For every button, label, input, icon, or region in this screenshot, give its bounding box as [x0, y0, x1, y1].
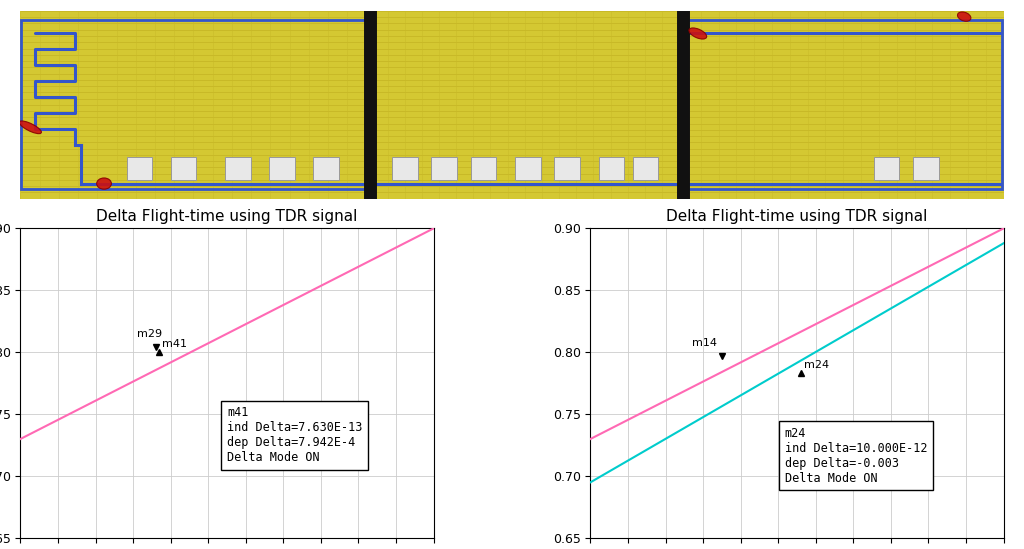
FancyBboxPatch shape — [471, 157, 497, 180]
FancyBboxPatch shape — [913, 157, 939, 180]
FancyBboxPatch shape — [225, 157, 251, 180]
FancyBboxPatch shape — [127, 157, 153, 180]
Text: m41: m41 — [162, 339, 186, 349]
FancyBboxPatch shape — [313, 157, 339, 180]
Title: Delta Flight-time using TDR signal: Delta Flight-time using TDR signal — [96, 210, 357, 225]
FancyBboxPatch shape — [371, 11, 679, 199]
Text: m14: m14 — [692, 338, 717, 348]
FancyBboxPatch shape — [431, 157, 457, 180]
Text: m24: m24 — [804, 360, 828, 371]
FancyBboxPatch shape — [554, 157, 580, 180]
Text: m41
ind Delta=7.630E-13
dep Delta=7.942E-4
Delta Mode ON: m41 ind Delta=7.630E-13 dep Delta=7.942E… — [227, 406, 362, 464]
FancyBboxPatch shape — [20, 11, 367, 199]
FancyBboxPatch shape — [598, 157, 624, 180]
FancyBboxPatch shape — [171, 157, 197, 180]
FancyBboxPatch shape — [392, 157, 418, 180]
FancyBboxPatch shape — [633, 157, 658, 180]
Ellipse shape — [689, 28, 707, 39]
Text: m24
ind Delta=10.000E-12
dep Delta=-0.003
Delta Mode ON: m24 ind Delta=10.000E-12 dep Delta=-0.00… — [784, 427, 927, 485]
Title: Delta Flight-time using TDR signal: Delta Flight-time using TDR signal — [667, 210, 928, 225]
Text: m29: m29 — [137, 329, 162, 339]
Ellipse shape — [96, 178, 112, 189]
FancyBboxPatch shape — [269, 157, 295, 180]
Ellipse shape — [957, 12, 971, 21]
Ellipse shape — [19, 121, 41, 133]
FancyBboxPatch shape — [515, 157, 541, 180]
FancyBboxPatch shape — [683, 11, 1004, 199]
FancyBboxPatch shape — [873, 157, 899, 180]
